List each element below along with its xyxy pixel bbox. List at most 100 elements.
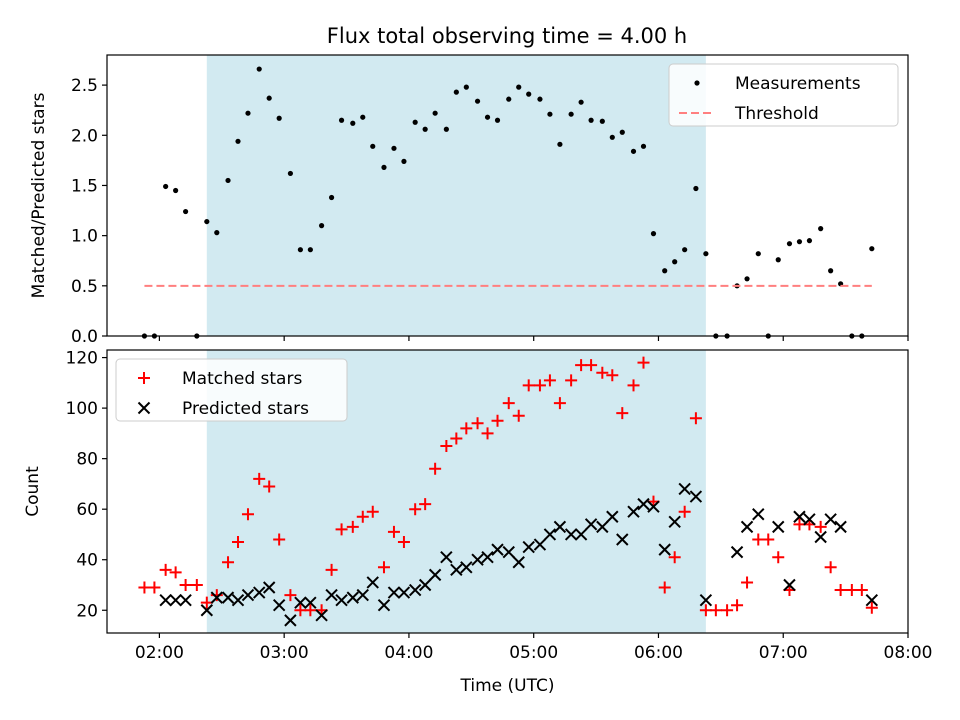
legend-entry-label: Predicted stars [182, 399, 309, 419]
x-axis-label: Time (UTC) [460, 676, 555, 696]
figure-title: Flux total observing time = 4.00 h [327, 24, 687, 48]
measurement-point [453, 89, 459, 95]
measurement-point [526, 91, 532, 97]
predicted-point [740, 520, 754, 534]
matched-point [222, 556, 235, 569]
measurement-point [818, 226, 824, 232]
measurement-point [432, 110, 438, 116]
ratio-panel: 0.0 0.5 1.0 1.5 2.0 2.5 Matched/Predicted star… [29, 54, 909, 347]
measurement-point [318, 223, 325, 229]
matched-point [553, 397, 566, 410]
measurement-point [370, 143, 376, 149]
predicted-point [284, 614, 297, 627]
measurement-point [391, 145, 397, 151]
legend-x-swatch [137, 401, 151, 415]
measurement-point [806, 238, 813, 244]
predicted-point [377, 598, 391, 612]
matched-point [741, 576, 754, 589]
predicted-point [793, 510, 806, 523]
matched-point [241, 508, 254, 521]
measurement-point [650, 231, 657, 237]
predicted-point [668, 515, 681, 529]
predicted-point [803, 513, 816, 526]
measurement-point [204, 218, 210, 225]
predicted-point [294, 596, 307, 609]
predicted-point [200, 604, 214, 617]
measurement-point [276, 115, 282, 121]
measurement-point [568, 111, 574, 117]
legend: Matched stars Predicted stars [115, 358, 348, 422]
measurement-point [412, 119, 418, 125]
predicted-point [553, 520, 567, 534]
y-tick-label: 40 [76, 551, 98, 571]
predicted-point [262, 581, 276, 594]
predicted-point [210, 591, 224, 604]
measurement-point [494, 117, 501, 123]
predicted-point [834, 520, 847, 534]
predicted-point [678, 482, 691, 496]
predicted-point [627, 505, 640, 518]
matched-point [731, 599, 744, 612]
predicted-point [865, 593, 879, 607]
matched-point [709, 604, 722, 617]
predicted-point [699, 593, 713, 607]
matched-point [284, 589, 297, 602]
x-tick-label: 05:00 [509, 643, 558, 663]
matched-point [585, 359, 598, 372]
matched-point [824, 561, 837, 574]
measurement-point [703, 251, 709, 257]
predicted-point [543, 528, 557, 541]
measurement-point [828, 268, 834, 274]
measurement-point [463, 84, 469, 90]
matched-point [356, 510, 369, 523]
measurement-point [401, 158, 407, 164]
x-tick-label: 02:00 [135, 643, 184, 663]
measurement-point [662, 268, 668, 274]
matched-point [263, 480, 276, 493]
x-tick-label: 08:00 [884, 643, 933, 663]
measurement-point [693, 185, 699, 192]
measurement-point [235, 138, 241, 144]
measurement-point [775, 257, 781, 263]
matched-point [855, 584, 868, 597]
measurement-point [350, 120, 356, 126]
matched-point [253, 472, 266, 485]
legend-box [115, 358, 348, 422]
predicted-point [824, 513, 837, 526]
predicted-point [231, 593, 245, 607]
measurement-point [307, 247, 313, 253]
measurement-point [755, 251, 761, 257]
y-tick-label: 60 [76, 500, 98, 520]
y-axis-label: Count [23, 466, 43, 517]
matched-point [502, 397, 515, 410]
matched-point [440, 440, 453, 453]
matched-point [606, 369, 619, 382]
matched-point [159, 563, 172, 576]
matched-point [814, 520, 827, 533]
matched-point [533, 379, 546, 392]
matched-point [429, 462, 442, 475]
predicted-point [387, 586, 401, 599]
legend-dot-swatch [694, 80, 700, 86]
measurement-point [609, 134, 615, 140]
matched-point [481, 427, 494, 440]
matched-point [543, 374, 556, 387]
legend-entry-label: Threshold [734, 104, 819, 124]
matched-point [721, 604, 734, 617]
axes-frame [106, 349, 909, 634]
matched-point [273, 533, 286, 546]
axes-frame [106, 54, 909, 337]
matched-point [397, 536, 410, 549]
measurement-point [547, 111, 553, 117]
x-tick-label: 03:00 [260, 643, 309, 663]
measurement-point [599, 118, 605, 124]
predicted-point [460, 561, 473, 574]
y-tick-label: 80 [76, 450, 98, 470]
predicted-point [637, 497, 650, 511]
matched-point [335, 523, 348, 536]
predicted-point [606, 510, 619, 523]
matched-point [210, 589, 223, 602]
predicted-point [522, 540, 535, 554]
predicted-point [428, 568, 442, 582]
predicted-point [647, 500, 660, 513]
